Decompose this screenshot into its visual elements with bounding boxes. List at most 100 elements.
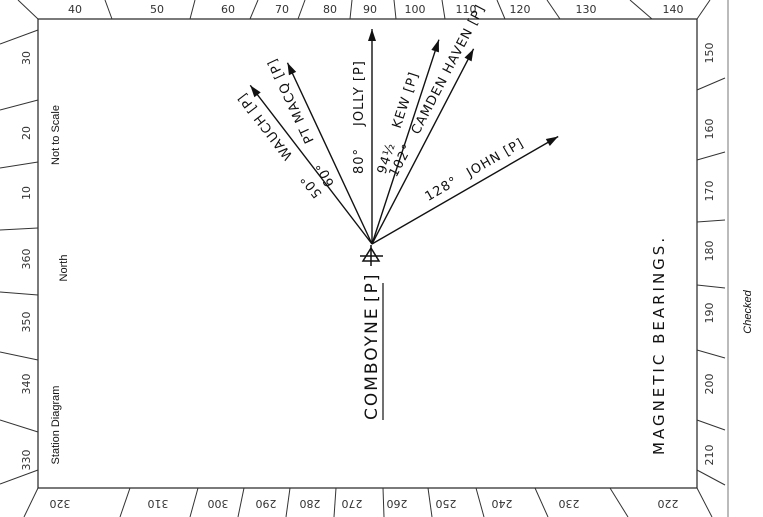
tick-mark: [697, 152, 725, 160]
left-scale-label: 30: [20, 51, 33, 65]
ray-arrowhead: [431, 40, 439, 53]
tick-mark: [120, 488, 130, 517]
tick-mark: [0, 228, 38, 230]
top-scale-label: 100: [405, 3, 426, 16]
tick-mark: [697, 78, 725, 90]
north-label: North: [58, 255, 70, 282]
tick-mark: [18, 0, 38, 19]
tick-mark: [394, 0, 396, 19]
bearing-rays: 50°WAUCH [P]60°PT MACQ [P]80°JOLLY [P]94…: [235, 2, 558, 244]
tick-mark: [497, 0, 505, 19]
ray-arrowhead: [250, 85, 260, 97]
ray-arrowhead: [368, 29, 376, 41]
left-scale-label: 360: [20, 249, 33, 270]
tick-mark: [0, 470, 38, 484]
bottom-scale-label: 220: [658, 497, 679, 510]
right-scale-label: 200: [703, 374, 716, 395]
tick-mark: [238, 488, 244, 517]
bottom-scale-label: 260: [387, 497, 408, 510]
tick-mark: [190, 0, 195, 19]
right-scale-label: 180: [703, 241, 716, 262]
tick-mark: [697, 220, 725, 222]
station-name: COMBOYNE: [362, 306, 382, 420]
tick-mark: [190, 488, 198, 517]
tick-mark: [0, 352, 38, 360]
right-scale-label: 160: [703, 119, 716, 140]
ray: 80° JOLLY [P]: [352, 29, 376, 244]
ray-bearing-label: 80°: [352, 148, 367, 174]
station-symbol: [360, 245, 383, 266]
left-scale-labels: 30 20 10 360 350 340 330: [20, 51, 33, 471]
ray-target-label: JOHN [P]: [463, 136, 527, 181]
left-scale-label: 330: [20, 450, 33, 471]
top-scale-labels: 40 50 60 70 80 90 100 110 120 130 140: [68, 3, 684, 16]
tick-mark: [428, 488, 432, 517]
tick-mark: [697, 0, 710, 19]
tick-mark: [697, 488, 712, 517]
left-scale-label: 20: [20, 126, 33, 140]
tick-mark: [0, 292, 38, 295]
top-scale-label: 40: [68, 3, 82, 16]
tick-mark: [442, 0, 445, 19]
tick-mark: [0, 30, 38, 44]
tick-mark: [476, 488, 484, 517]
tick-mark: [24, 488, 38, 517]
top-scale-label: 140: [663, 3, 684, 16]
top-scale-label: 90: [363, 3, 377, 16]
ray: 94½KEW [P]: [372, 40, 439, 244]
right-scale-label: 170: [703, 181, 716, 202]
bottom-scale-label: 320: [50, 497, 71, 510]
tick-mark: [697, 420, 725, 430]
bottom-scale-label: 300: [208, 497, 229, 510]
diagram-title: MAGNETIC BEARINGS.: [650, 235, 668, 455]
bottom-scale-label: 310: [148, 497, 169, 510]
bottom-scale-label: 270: [342, 497, 363, 510]
top-scale-label: 50: [150, 3, 164, 16]
right-scale-label: 190: [703, 303, 716, 324]
top-scale-label: 130: [576, 3, 597, 16]
tick-mark: [610, 488, 628, 517]
left-scale-label: 340: [20, 374, 33, 395]
ray-arrowhead: [546, 137, 558, 146]
tick-mark: [0, 162, 38, 168]
right-scale-label: 150: [703, 43, 716, 64]
top-scale-label: 60: [221, 3, 235, 16]
station-mark: [P]: [362, 272, 382, 302]
tick-mark: [697, 470, 725, 485]
bottom-scale-label: 240: [492, 497, 513, 510]
right-scale-label: 210: [703, 445, 716, 466]
bottom-scale-labels: 320 310 300 290 280 270 260 250 240 230 220: [50, 497, 679, 510]
ray: 102°CAMDEN HAVEN [P]: [372, 2, 489, 244]
tick-mark: [286, 488, 290, 517]
tick-mark: [0, 100, 38, 110]
tick-mark: [298, 0, 305, 19]
left-scale-label: 350: [20, 312, 33, 333]
tick-mark: [334, 488, 336, 517]
station-diagram-label: Station Diagram: [50, 386, 62, 465]
not-to-scale-label: Not to Scale: [50, 105, 62, 165]
bottom-scale-label: 230: [559, 497, 580, 510]
bottom-scale-label: 280: [300, 497, 321, 510]
left-scale-label: 10: [20, 186, 33, 200]
tick-mark: [0, 420, 38, 432]
top-scale-label: 70: [275, 3, 289, 16]
bottom-scale-label: 290: [256, 497, 277, 510]
ray-bearing-label: 128°: [423, 174, 461, 205]
tick-mark: [383, 488, 384, 517]
tick-mark: [535, 488, 548, 517]
checked-label: Checked: [742, 289, 754, 333]
top-scale-label: 80: [323, 3, 337, 16]
tick-mark: [105, 0, 112, 19]
ray-target-label: CAMDEN HAVEN [P]: [409, 2, 489, 137]
tick-mark: [697, 285, 725, 288]
right-scale-labels: 150 160 170 180 190 200 210: [703, 43, 716, 466]
tick-mark: [697, 350, 725, 358]
top-scale-label: 120: [510, 3, 531, 16]
ray-target-label: JOLLY [P]: [352, 60, 367, 127]
ray-line: [372, 40, 439, 244]
tick-mark: [630, 0, 652, 19]
bottom-scale-label: 250: [436, 497, 457, 510]
tick-mark: [547, 0, 560, 19]
tick-mark: [250, 0, 258, 19]
